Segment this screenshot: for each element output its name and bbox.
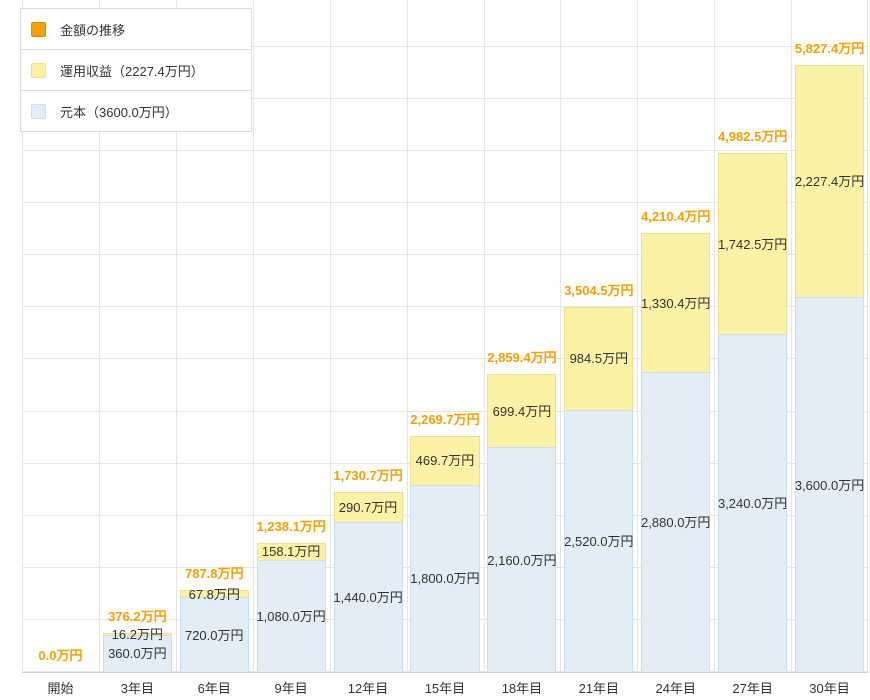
x-axis-label: 9年目 (274, 681, 308, 696)
profit-value-label: 984.5万円 (569, 351, 629, 367)
legend-label-principal: 元本（3600.0万円） (60, 104, 178, 120)
v-gridline (867, 0, 868, 672)
principal-value-label: 1,080.0万円 (256, 608, 326, 624)
principal-bar[interactable] (102, 634, 172, 672)
x-axis-label: 3年目 (120, 681, 154, 696)
total-value-label: 3,504.5万円 (564, 282, 634, 298)
profit-value-label: 1,330.4万円 (641, 295, 711, 311)
x-axis-label: 15年目 (424, 681, 466, 696)
total-value-label: 5,827.4万円 (794, 40, 865, 56)
profit-value-label: 67.8万円 (188, 586, 240, 602)
profit-value-label: 469.7万円 (415, 453, 475, 468)
h-gridline (22, 254, 868, 256)
x-axis-label: 27年目 (732, 681, 773, 696)
principal-value-label: 1,800.0万円 (410, 571, 480, 587)
x-axis-label: 24年目 (655, 681, 696, 696)
total-value-label: 0.0万円 (38, 648, 83, 663)
principal-swatch-icon (31, 103, 46, 119)
legend-item-principal[interactable]: 元本（3600.0万円） (21, 90, 251, 131)
v-gridline (483, 0, 485, 672)
principal-bar[interactable] (794, 296, 865, 672)
amount-trend-swatch-icon (31, 21, 46, 37)
v-gridline (637, 0, 639, 672)
profit-bar[interactable] (794, 64, 865, 297)
profit-value-label: 2,227.4万円 (794, 173, 865, 189)
principal-value-label: 1,440.0万円 (333, 590, 403, 605)
v-gridline (791, 0, 793, 672)
principal-bar[interactable] (256, 559, 326, 672)
total-value-label: 4,982.5万円 (717, 128, 788, 144)
v-gridline (22, 0, 23, 672)
v-gridline (560, 0, 562, 672)
principal-bar[interactable] (487, 447, 557, 672)
total-value-label: 2,269.7万円 (410, 411, 480, 427)
principal-bar[interactable] (564, 409, 634, 672)
profit-value-label: 158.1万円 (261, 544, 321, 560)
h-gridline (22, 358, 868, 360)
v-gridline (406, 0, 408, 672)
principal-bar[interactable] (718, 334, 788, 672)
total-value-label: 376.2万円 (108, 608, 167, 624)
h-gridline (22, 45, 868, 47)
profit-value-label: 16.2万円 (111, 626, 163, 642)
x-axis-label: 12年目 (347, 681, 389, 696)
principal-bar[interactable] (410, 484, 480, 672)
legend-item-amount-trend[interactable]: 金額の推移 (21, 9, 251, 49)
h-gridline (22, 98, 868, 99)
profit-value-label: 699.4万円 (492, 403, 552, 419)
plot-area: 0.0万円 360.0万円 16.2万円 376.2万円 720.0万円 67.8万円 78… (22, 0, 868, 673)
principal-value-label: 3,240.0万円 (717, 496, 788, 512)
v-gridline (252, 0, 254, 672)
principal-value-label: 2,520.0万円 (564, 533, 634, 549)
h-gridline (22, 202, 868, 204)
principal-value-label: 2,160.0万円 (487, 552, 557, 568)
v-gridline (329, 0, 331, 672)
profit-bar[interactable] (564, 306, 634, 410)
profit-bar[interactable] (718, 152, 788, 335)
profit-bar[interactable] (179, 589, 249, 597)
profit-bar[interactable] (333, 491, 403, 522)
x-axis-label: 21年目 (578, 681, 620, 696)
principal-value-label: 720.0万円 (184, 627, 244, 643)
v-gridline (714, 0, 716, 672)
h-gridline (22, 306, 868, 308)
principal-value-label: 360.0万円 (108, 646, 167, 662)
profit-swatch-icon (31, 62, 46, 78)
total-value-label: 4,210.4万円 (641, 209, 711, 225)
profit-bar[interactable] (102, 632, 172, 635)
legend-label-profit: 運用収益（2227.4万円） (60, 63, 204, 79)
v-gridline (175, 0, 177, 672)
principal-bar[interactable] (333, 522, 403, 672)
x-axis-label: 開始 (47, 681, 74, 696)
x-axis-label: 30年目 (809, 681, 850, 696)
principal-value-label: 2,880.0万円 (641, 515, 711, 530)
profit-bar[interactable] (256, 543, 326, 560)
profit-bar[interactable] (641, 233, 711, 372)
x-axis-label: 6年目 (197, 681, 231, 696)
legend-label-amount-trend: 金額の推移 (60, 22, 126, 38)
profit-value-label: 290.7万円 (338, 499, 398, 515)
total-value-label: 1,730.7万円 (333, 467, 403, 483)
x-axis: 開始 3年目 6年目 9年目 12年目 15年目 18年目 21年目 24年目 27年目 30年目 (22, 676, 868, 698)
profit-value-label: 1,742.5万円 (717, 236, 788, 252)
principal-bar[interactable] (641, 371, 711, 672)
profit-bar[interactable] (487, 374, 557, 447)
v-gridline (98, 0, 100, 672)
h-gridline (22, 410, 868, 412)
principal-value-label: 3,600.0万円 (794, 477, 865, 493)
x-axis-label: 18年目 (501, 681, 543, 696)
total-value-label: 2,859.4万円 (487, 350, 557, 366)
principal-bar[interactable] (179, 597, 249, 672)
total-value-label: 787.8万円 (184, 565, 244, 581)
legend: 金額の推移 運用収益（2227.4万円） 元本（3600.0万円） (20, 8, 252, 132)
legend-item-profit[interactable]: 運用収益（2227.4万円） (21, 49, 251, 90)
total-value-label: 1,238.1万円 (256, 519, 326, 534)
profit-bar[interactable] (410, 435, 480, 485)
h-gridline (22, 150, 868, 152)
